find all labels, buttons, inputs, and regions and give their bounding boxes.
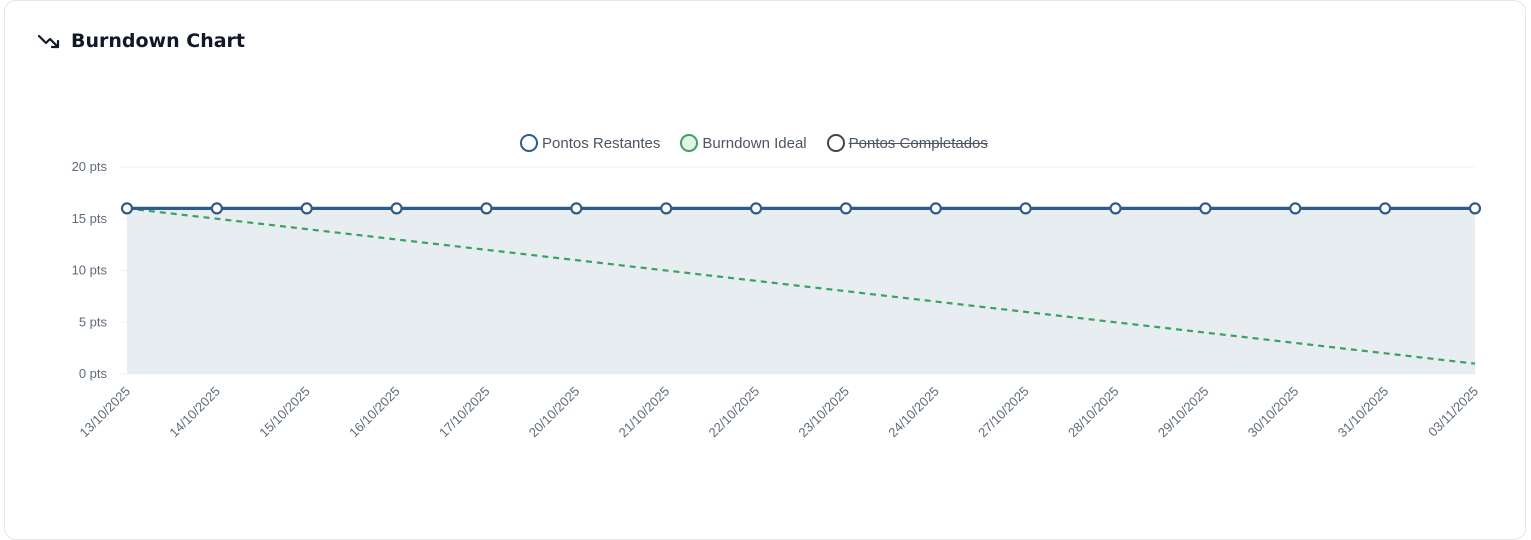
x-tick-label: 21/10/2025 <box>616 384 673 441</box>
chart-title: Burndown Chart <box>71 30 245 52</box>
point-pontos-restantes <box>1199 202 1212 215</box>
point-pontos-restantes <box>660 202 673 215</box>
point-pontos-restantes <box>1379 202 1392 215</box>
x-tick-label: 03/11/2025 <box>1425 384 1481 440</box>
card-header: Burndown Chart <box>37 29 245 53</box>
legend-item-pontos-completados[interactable]: Pontos Completados <box>826 134 988 152</box>
chart-legend: Pontos Restantes Burndown Ideal Pontos C… <box>520 134 1008 152</box>
point-pontos-restantes <box>1289 202 1302 215</box>
x-tick-label: 16/10/2025 <box>346 384 403 441</box>
x-tick-label: 20/10/2025 <box>526 384 583 441</box>
legend-item-pontos-restantes[interactable]: Pontos Restantes <box>520 134 660 152</box>
burndown-chart: 0 pts 5 pts 10 pts 15 pts 20 pts 13/10/2025 14… <box>72 159 1482 441</box>
point-pontos-restantes <box>1019 202 1032 215</box>
x-tick-label: 24/10/2025 <box>885 384 942 441</box>
point-pontos-restantes <box>929 202 942 215</box>
point-pontos-restantes <box>1109 202 1122 215</box>
x-tick-label: 30/10/2025 <box>1245 384 1302 441</box>
point-pontos-restantes <box>839 202 853 215</box>
point-pontos-restantes <box>120 202 134 215</box>
trending-down-icon <box>37 34 60 49</box>
y-tick-label: 15 pts <box>72 211 108 226</box>
x-tick-label: 22/10/2025 <box>706 384 763 441</box>
y-tick-label: 20 pts <box>72 159 108 174</box>
legend-label: Pontos Completados <box>848 134 988 152</box>
point-pontos-restantes <box>1468 202 1482 215</box>
point-pontos-restantes <box>390 202 403 215</box>
legend-swatch-pontos-completados <box>826 134 845 152</box>
point-pontos-restantes <box>210 202 223 215</box>
y-tick-label: 10 pts <box>72 263 108 278</box>
x-tick-label: 29/10/2025 <box>1155 384 1212 441</box>
legend-label: Pontos Restantes <box>542 134 661 152</box>
y-tick-label: 5 pts <box>79 314 108 329</box>
x-tick-label: 14/10/2025 <box>166 384 223 441</box>
legend-swatch-pontos-restantes <box>520 134 538 152</box>
x-tick-label: 31/10/2025 <box>1335 384 1392 441</box>
legend-label: Burndown Ideal <box>702 134 807 152</box>
area-pontos-restantes <box>127 208 1475 374</box>
x-tick-label: 13/10/2025 <box>76 384 133 441</box>
x-tick-label: 28/10/2025 <box>1065 384 1122 441</box>
legend-item-burndown-ideal[interactable]: Burndown Ideal <box>680 134 807 152</box>
point-pontos-restantes <box>749 202 763 215</box>
x-tick-label: 23/10/2025 <box>795 384 852 441</box>
legend-swatch-burndown-ideal <box>680 134 699 152</box>
point-pontos-restantes <box>570 202 583 215</box>
point-pontos-restantes <box>480 202 493 215</box>
point-pontos-restantes <box>300 202 313 215</box>
x-tick-label: 27/10/2025 <box>975 384 1032 441</box>
x-tick-label: 17/10/2025 <box>436 384 493 441</box>
x-tick-label: 15/10/2025 <box>256 384 313 441</box>
y-tick-label: 0 pts <box>79 366 108 381</box>
